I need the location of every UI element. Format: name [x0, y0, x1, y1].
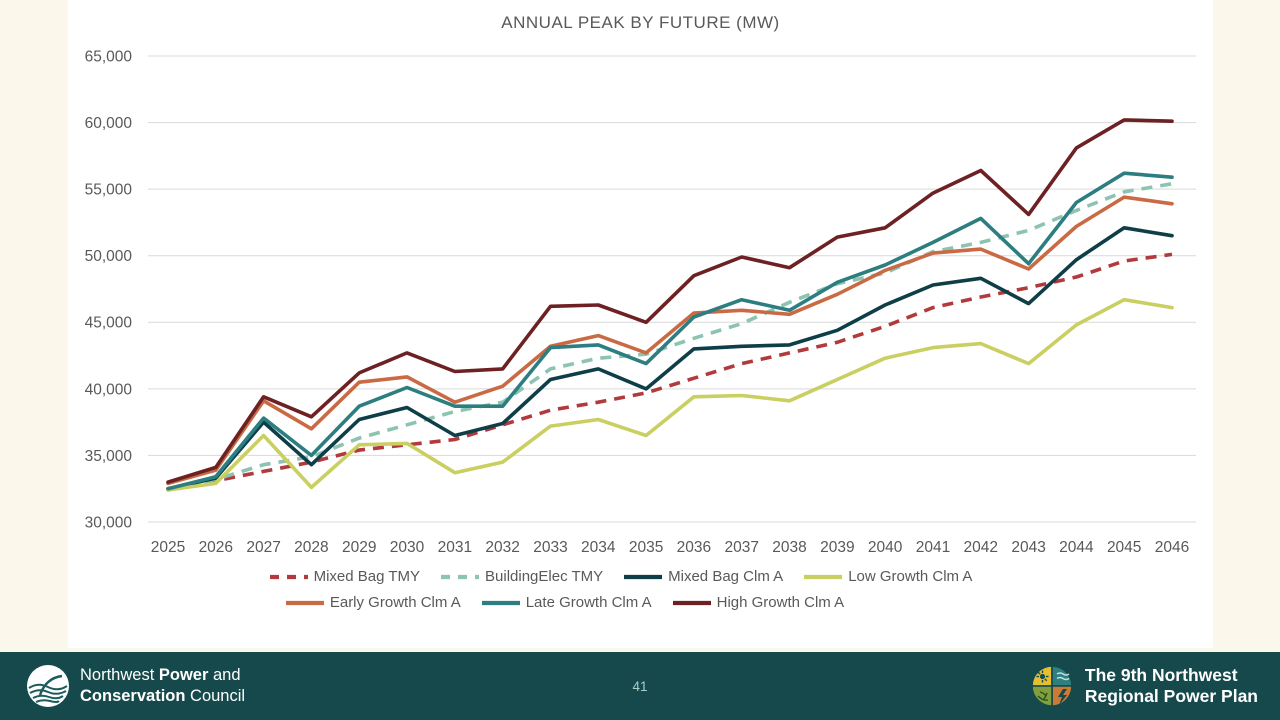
legend-swatch	[441, 574, 480, 579]
council-logo-text: Northwest Power and Conservation Council	[80, 665, 245, 706]
legend-item-high-growth-clm-a: High Growth Clm A	[672, 594, 845, 611]
legend-swatch	[269, 574, 308, 579]
legend-label: BuildingElec TMY	[485, 568, 604, 585]
page-number: 41	[632, 678, 648, 694]
council-text-2b: Council	[185, 687, 246, 705]
legend-label: High Growth Clm A	[716, 594, 845, 611]
legend-label: Low Growth Clm A	[848, 568, 973, 585]
legend-swatch	[624, 574, 663, 579]
power-plan-text-line2: Regional Power Plan	[1084, 686, 1258, 706]
power-plan-text: The 9th Northwest Regional Power Plan	[1085, 665, 1258, 707]
council-text-1a: Northwest	[80, 666, 159, 685]
chart-panel	[68, 0, 1213, 648]
power-plan-text-line1: The 9th Northwest	[1084, 665, 1238, 685]
council-text-2a: Conservation	[80, 687, 186, 705]
legend-swatch	[672, 600, 711, 605]
chart-title: ANNUAL PEAK BY FUTURE (MW)	[501, 13, 780, 32]
legend-swatch	[481, 600, 520, 605]
legend-swatch	[804, 574, 843, 579]
legend-label: Mixed Bag Clm A	[668, 568, 784, 585]
council-globe-icon	[27, 665, 69, 707]
legend-label: Early Growth Clm A	[329, 594, 461, 611]
legend-row: Early Growth Clm A Late Growth Clm A High …	[285, 594, 844, 611]
council-text-1b: Power	[158, 666, 209, 685]
council-logo: Northwest Power and Conservation Council	[26, 664, 245, 708]
footer: Northwest Power and Conservation Council…	[0, 652, 1280, 720]
legend-label: Mixed Bag TMY	[313, 568, 421, 585]
legend-row: Mixed Bag TMY BuildingElec TMY Mixed Bag C…	[269, 568, 972, 585]
legend-label: Late Growth Clm A	[525, 594, 652, 611]
legend-item-buildingelec-tmy: BuildingElec TMY	[440, 568, 603, 585]
power-plan-logo: The 9th Northwest Regional Power Plan	[1029, 652, 1258, 720]
legend-item-early-growth-clm-a: Early Growth Clm A	[285, 594, 461, 611]
legend-item-mixed-bag-clm-a: Mixed Bag Clm A	[623, 568, 783, 585]
council-text-1c: and	[208, 666, 241, 685]
power-plan-seal-icon	[1031, 665, 1073, 707]
chart-legend: Mixed Bag TMY BuildingElec TMY Mixed Bag C…	[68, 568, 1213, 611]
legend-swatch	[285, 600, 324, 605]
legend-item-mixed-bag-tmy: Mixed Bag TMY	[269, 568, 420, 585]
legend-item-low-growth-clm-a: Low Growth Clm A	[803, 568, 972, 585]
legend-item-late-growth-clm-a: Late Growth Clm A	[481, 594, 652, 611]
